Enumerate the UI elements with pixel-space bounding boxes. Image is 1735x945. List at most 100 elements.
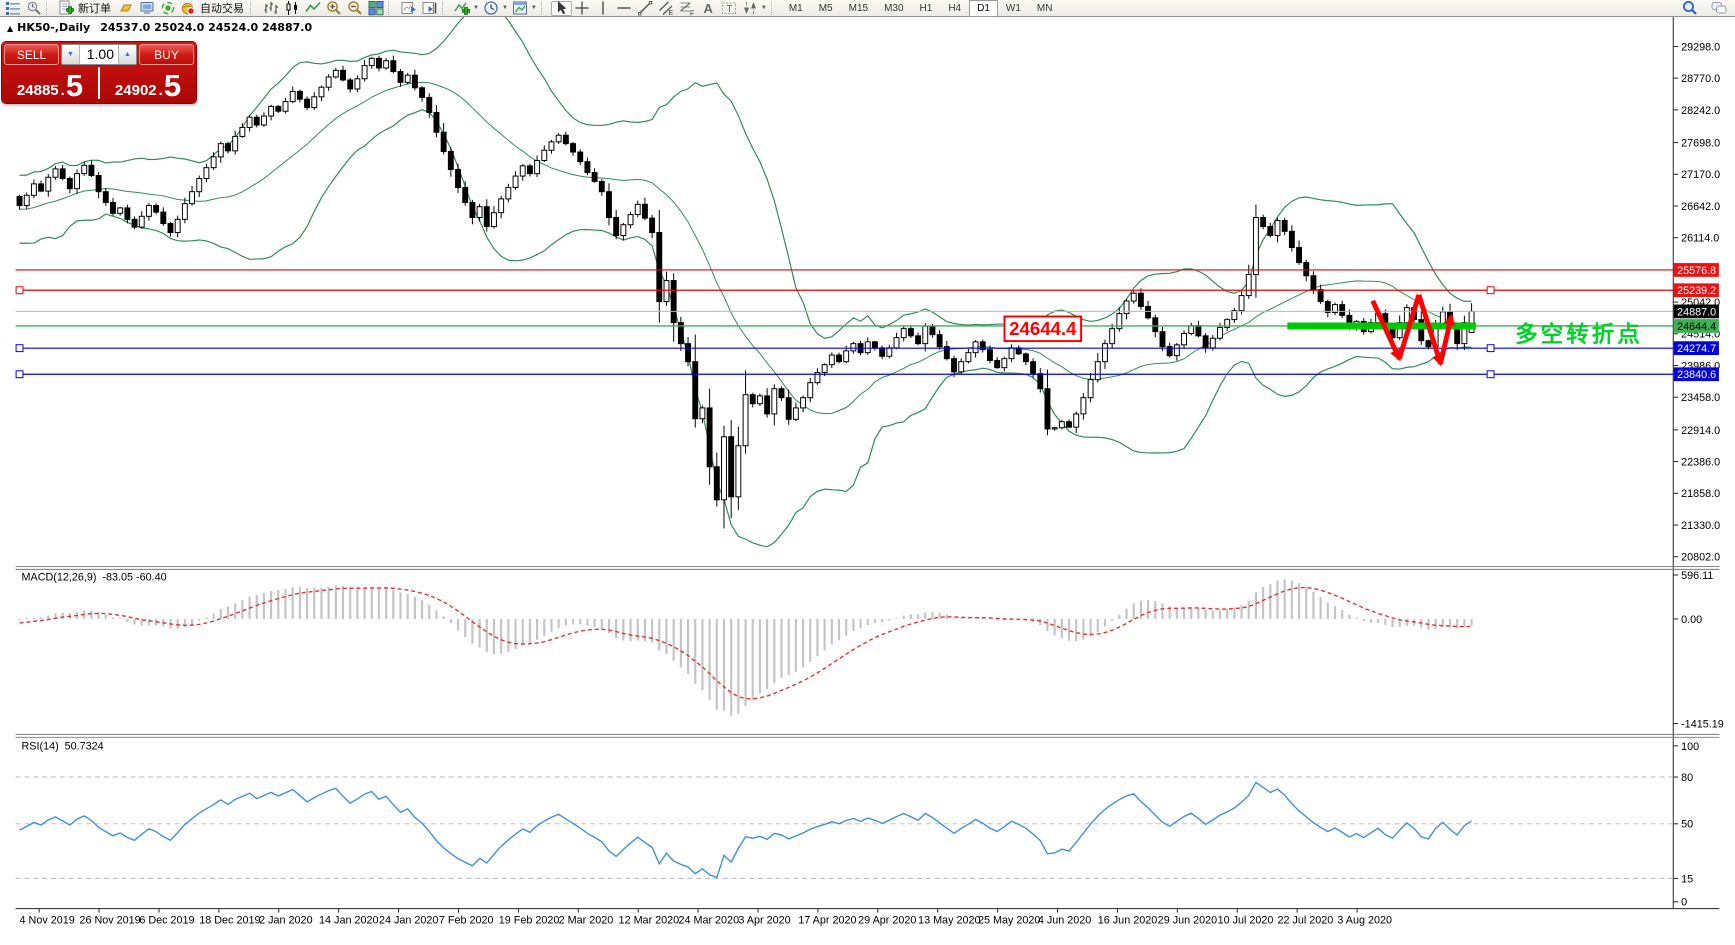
toolbar-fibonacci-icon[interactable]: F (677, 1, 698, 16)
price-line-axis-label: 23840.6 (1677, 369, 1716, 381)
toolbar-indicators-icon[interactable]: ▼ (452, 1, 481, 16)
price-tick-label: 28242.0 (1681, 105, 1720, 117)
sell-price[interactable]: 24885. 5 (16, 67, 84, 103)
toolbar-profiles-icon[interactable] (23, 1, 44, 16)
candle (965, 348, 972, 364)
timeframe-d1[interactable]: D1 (969, 0, 998, 17)
candle (440, 123, 447, 155)
rsi-panel: 100 80 50 15 0 (15, 741, 1699, 909)
candle (296, 89, 303, 103)
line-handle[interactable] (15, 286, 24, 295)
toolbar-zoom-out-icon[interactable] (344, 1, 365, 16)
candle (598, 179, 605, 196)
candle (792, 402, 799, 422)
toolbar-vertical-line-icon[interactable] (593, 1, 614, 16)
toolbar-zoom-in-icon[interactable] (323, 1, 344, 16)
toolbar-line-chart-icon[interactable] (302, 1, 323, 16)
toolbar-new-order-button[interactable]: 新订单 (56, 0, 115, 16)
volume-decrease-button[interactable]: ▼ (62, 45, 80, 64)
toolbar-arrows-icon[interactable]: ▼ (740, 1, 769, 16)
bollinger-bands (19, 17, 1472, 548)
candle (828, 352, 835, 369)
buy-price[interactable]: 24902. 5 (114, 67, 182, 103)
candle (225, 141, 231, 154)
zigzag-arrow[interactable] (1438, 313, 1456, 365)
search-icon[interactable] (1679, 1, 1700, 16)
toolbar-cursor-icon[interactable] (550, 0, 572, 16)
toolbar-templates-icon[interactable]: ▼ (510, 1, 539, 16)
candle (167, 221, 174, 237)
candle (1274, 217, 1281, 243)
candle (1159, 326, 1166, 352)
line-handle[interactable] (15, 370, 24, 379)
toolbar-horizontal-line-icon[interactable] (614, 1, 635, 16)
toolbar-tile-windows-icon[interactable] (365, 1, 386, 16)
candle (1130, 291, 1137, 304)
toolbar-equidistant-channel-icon[interactable]: E (656, 1, 677, 16)
rsi-scale-label: 15 (1681, 873, 1693, 885)
toolbar-signals-icon[interactable] (157, 1, 178, 16)
candle (1231, 308, 1238, 323)
volume-increase-button[interactable]: ▲ (118, 45, 136, 64)
line-handle[interactable] (1486, 286, 1495, 295)
toolbar-text-icon[interactable]: A (698, 1, 719, 16)
candle (455, 163, 461, 193)
timeframe-m30[interactable]: M30 (884, 2, 904, 14)
buy-button[interactable]: BUY (139, 44, 194, 65)
timeframe-m1[interactable]: M1 (788, 2, 803, 14)
panel-collapse-arrow[interactable]: ▲ (7, 24, 14, 33)
sell-button[interactable]: SELL (4, 44, 59, 65)
line-handle[interactable] (1486, 344, 1495, 353)
price-tick-label: 26642.0 (1681, 201, 1720, 213)
candle (570, 142, 576, 156)
toolbar-trend-line-icon[interactable] (635, 1, 656, 16)
toolbar-crosshair-icon[interactable] (572, 1, 593, 16)
toolbar-market-watch-icon[interactable] (2, 1, 23, 16)
toolbar-autotrading-button[interactable]: 自动交易 (178, 1, 248, 16)
timeframe-w1[interactable]: W1 (1005, 2, 1021, 14)
toolbar-periods-icon[interactable]: ▼ (481, 1, 510, 16)
candle (426, 93, 433, 118)
candle (1044, 369, 1051, 436)
toolbar-candlestick-chart-icon[interactable] (281, 1, 302, 16)
rsi-scale-label: 50 (1681, 819, 1693, 831)
toolbar-text-label-icon[interactable]: T (719, 1, 740, 16)
candle (1102, 339, 1108, 369)
toolbar-gold-ingot-icon[interactable] (115, 1, 136, 16)
candle (1087, 372, 1094, 403)
bollinger-middle-band (19, 81, 1472, 415)
timeframe-h1[interactable]: H1 (919, 2, 933, 14)
candle (936, 330, 943, 350)
candle (1022, 352, 1029, 366)
zigzag-arrow[interactable] (1396, 294, 1422, 360)
bollinger-lower-band (19, 109, 1472, 548)
toolbar-chart-shift-icon[interactable] (419, 1, 440, 16)
candle (1188, 322, 1195, 336)
toolbar-terminal-icon[interactable] (136, 1, 157, 16)
pivot-annotation-text[interactable]: 多空转折点 (1515, 321, 1643, 348)
zigzag-arrow[interactable] (1416, 294, 1444, 367)
toolbar-auto-scroll-icon[interactable] (398, 1, 419, 16)
candle (1281, 217, 1288, 236)
macd-panel: 596.11 0.00 -1415.19 (18, 570, 1724, 730)
volume-input[interactable]: 1.00 (86, 46, 114, 62)
timeframe-h4[interactable]: H4 (948, 2, 962, 14)
chart-canvas[interactable]: 24644.4 多空转折点 29298.0 28770.0 28242.0 27698.… (0, 17, 1735, 945)
candle (383, 58, 390, 70)
timeframe-mn[interactable]: MN (1036, 2, 1053, 14)
macd-label: MACD(12,26,9) -83.05 -60.40 (21, 572, 166, 584)
price-callout-box[interactable] (1003, 315, 1083, 343)
volume-stepper: ▼ 1.00 ▲ (61, 44, 137, 65)
toolbar-bar-chart-icon[interactable] (260, 1, 281, 16)
candle (814, 368, 821, 385)
line-handle[interactable] (1486, 370, 1495, 379)
timeframe-m15[interactable]: M15 (848, 2, 869, 14)
timeframe-m5[interactable]: M5 (818, 2, 833, 14)
price-tick-label: 21330.0 (1681, 520, 1720, 532)
line-handle[interactable] (15, 344, 24, 353)
candle (145, 203, 152, 221)
chat-icon[interactable] (1708, 1, 1729, 16)
price-axis[interactable]: 29298.0 28770.0 28242.0 27698.0 27170.0 26642… (15, 17, 1721, 910)
zigzag-arrow[interactable] (1370, 299, 1402, 362)
